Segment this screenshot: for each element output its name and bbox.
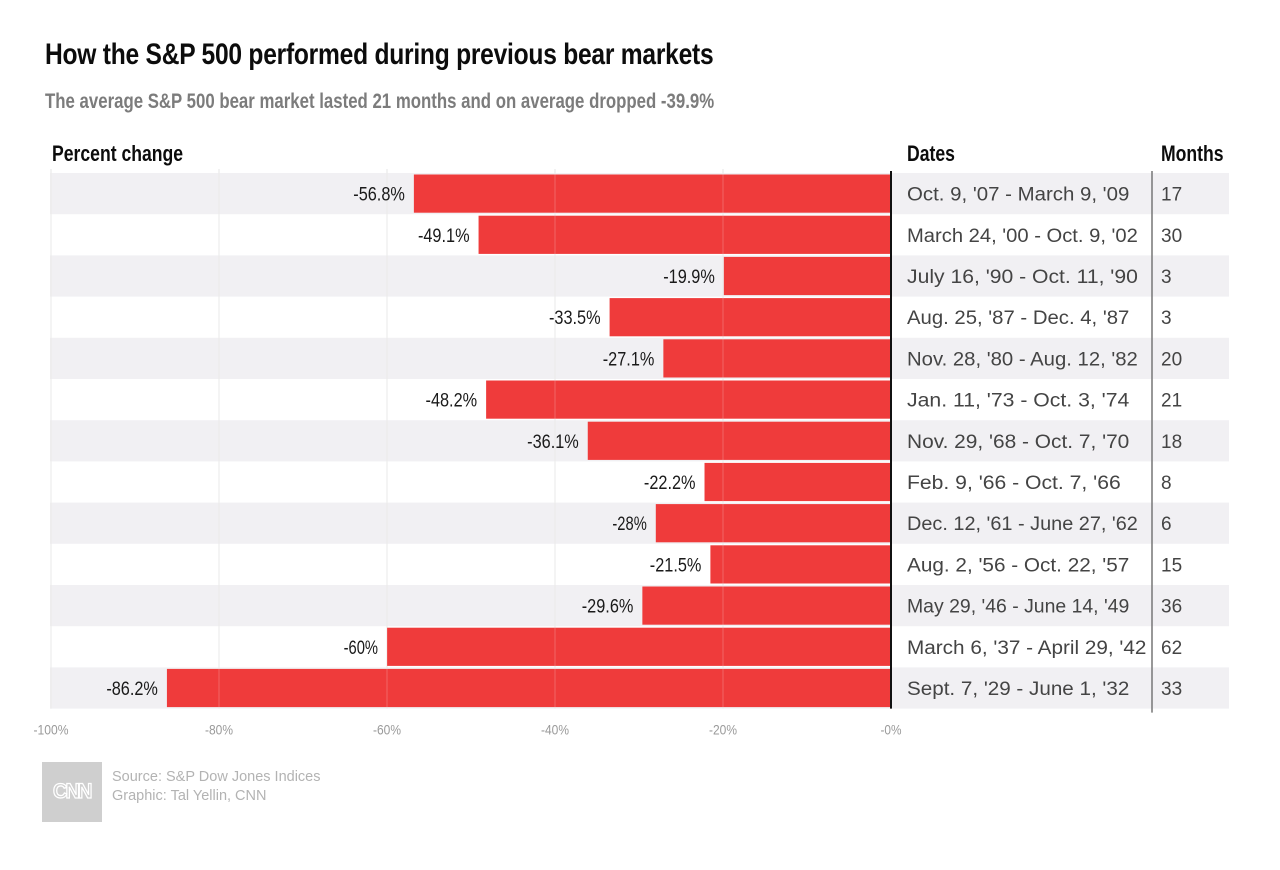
dates-header: Dates [907,141,955,166]
date-labels: Oct. 9, '07 - March 9, '09 March 24, '00 … [907,185,1146,700]
month-value: 3 [1161,308,1172,329]
date-label: Oct. 9, '07 - March 9, '09 [907,185,1129,206]
value-label: -28% [612,514,646,535]
value-label: -86.2% [106,679,158,700]
bar [486,380,891,419]
value-label: -48.2% [426,391,478,412]
chart-subtitle: The average S&P 500 bear market lasted 2… [45,90,715,113]
date-label: Aug. 2, '56 - Oct. 22, '57 [907,555,1129,576]
date-label: Feb. 9, '66 - Oct. 7, '66 [907,473,1121,494]
value-label: -21.5% [650,555,702,576]
month-value: 21 [1161,391,1182,412]
date-label: March 24, '00 - Oct. 9, '02 [907,226,1138,247]
bar [710,545,891,584]
value-label: -60% [344,638,378,659]
date-label: July 16, '90 - Oct. 11, '90 [907,267,1138,288]
row-band [50,585,1229,627]
chart-title: How the S&P 500 performed during previou… [45,38,714,71]
month-value: 20 [1161,349,1182,370]
bars [166,174,892,708]
value-label: -56.8% [353,185,405,206]
bar [704,462,891,502]
date-label: May 29, '46 - June 14, '49 [907,597,1129,618]
date-label: March 6, '37 - April 29, '42 [907,638,1146,659]
bar [655,504,891,543]
value-label: -19.9% [663,267,715,288]
x-tick-label: -80% [205,722,233,738]
row-band [50,255,1229,297]
bar [663,339,891,378]
x-tick-label: -0% [881,722,902,738]
date-label: Nov. 29, '68 - Oct. 7, '70 [907,432,1129,453]
x-tick-label: -60% [373,722,401,738]
x-tick-label: -20% [709,722,737,738]
row-band [50,337,1229,379]
bar [413,174,891,213]
axes [890,171,1153,713]
month-value: 33 [1161,679,1182,700]
value-label: -27.1% [603,349,655,370]
bar [387,627,891,666]
graphic-credit: Graphic: Tal Yellin, CNN [112,788,267,804]
row-band [50,502,1229,544]
date-label: Jan. 11, '73 - Oct. 3, '74 [907,391,1130,412]
month-value: 17 [1161,185,1182,206]
value-label: -29.6% [582,597,634,618]
month-value: 36 [1161,597,1182,618]
x-tick-label: -40% [541,722,569,738]
month-value: 62 [1161,638,1182,659]
month-value: 6 [1161,514,1172,535]
bar [166,668,892,708]
date-label: Sept. 7, '29 - June 1, '32 [907,679,1129,700]
bar [478,215,891,254]
gridlines-over-bars [50,173,724,709]
month-value: 3 [1161,267,1172,288]
bar [609,298,891,337]
value-label: -36.1% [527,432,579,453]
date-label: Dec. 12, '61 - June 27, '62 [907,514,1138,535]
months-header: Months [1161,141,1224,166]
x-tick-label: -100% [34,722,69,738]
value-labels: -56.8% -49.1% -19.9% -33.5%-27.1% -48.2% -36.… [106,185,715,700]
date-label: Aug. 25, '87 - Dec. 4, '87 [907,308,1129,329]
month-value: 15 [1161,555,1182,576]
month-value: 8 [1161,473,1172,494]
bar [587,421,891,460]
month-value: 18 [1161,432,1182,453]
percent-change-header: Percent change [52,141,184,166]
x-tick-labels: -100% -80% -60% -40% -20% -0% [34,722,902,738]
value-label: -22.2% [644,473,696,494]
cnn-logo: CNN [42,762,102,822]
bar [642,586,891,625]
date-label: Nov. 28, '80 - Aug. 12, '82 [907,349,1138,370]
month-value: 30 [1161,226,1182,247]
bar [723,256,891,296]
value-label: -49.1% [418,226,470,247]
source-text: Source: S&P Dow Jones Indices [112,769,321,785]
value-label: -33.5% [549,308,601,329]
